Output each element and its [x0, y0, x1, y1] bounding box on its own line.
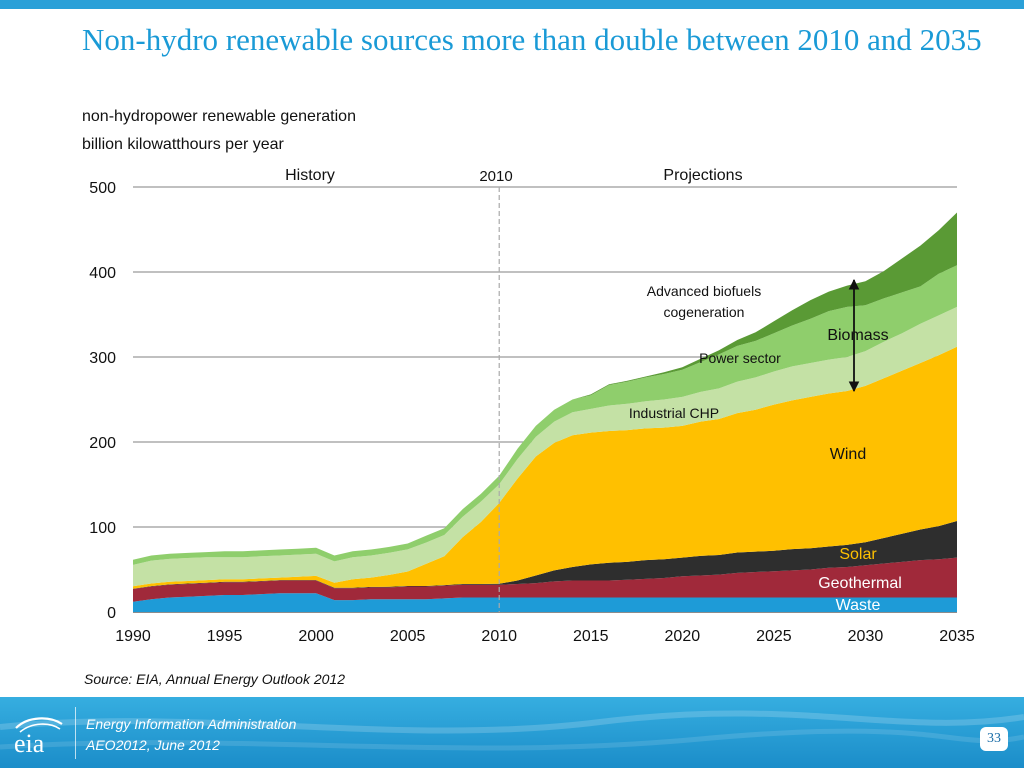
area-industrial-chp [133, 306, 957, 587]
top-accent-bar [0, 0, 1024, 9]
x-tick-label: 2025 [756, 628, 792, 645]
footer-bar [0, 697, 1024, 768]
x-tick-label: 2020 [665, 628, 701, 645]
label-geothermal: Geothermal [818, 575, 902, 592]
area-wind [133, 346, 957, 589]
label-biomass: Biomass [827, 327, 888, 344]
label-waste: Waste [836, 597, 881, 614]
stacked-area-chart: 0 100 200 300 400 500 1990 1995 2000 2005 2010 201… [89, 167, 975, 645]
history-label: History [285, 167, 335, 184]
x-tick-label: 2030 [848, 628, 884, 645]
x-tick-label: 1995 [207, 628, 243, 645]
area-geothermal [133, 557, 957, 602]
y-tick-label: 200 [89, 435, 116, 452]
footer-org: Energy Information Administration [86, 716, 297, 732]
area-waste [133, 593, 957, 612]
chart-subtitle: non-hydropower renewable generation [82, 108, 356, 125]
x-tick-label: 2015 [573, 628, 609, 645]
x-tick-label: 2035 [939, 628, 975, 645]
area-series [133, 212, 957, 612]
label-advanced-biofuels-line2: cogeneration [664, 304, 745, 320]
y-tick-label: 100 [89, 520, 116, 537]
y-tick-label: 300 [89, 350, 116, 367]
area-solar [133, 521, 957, 589]
source-note: Source: EIA, Annual Energy Outlook 2012 [84, 671, 345, 687]
y-tick-label: 0 [107, 605, 116, 622]
slide-title: Non-hydro renewable sources more than do… [82, 22, 982, 57]
footer-wave-pattern [0, 710, 1024, 751]
label-solar: Solar [839, 546, 877, 563]
divider-year-label: 2010 [479, 168, 512, 185]
eia-logo: eia [14, 717, 63, 758]
y-tick-label: 400 [89, 265, 116, 282]
footer-report: AEO2012, June 2012 [86, 737, 220, 753]
x-axis-tick-labels: 1990 1995 2000 2005 2010 2015 2020 2025 2030 2035 [115, 628, 975, 645]
svg-text:eia: eia [14, 729, 45, 758]
y-axis-tick-labels: 0 100 200 300 400 500 [89, 180, 116, 622]
y-tick-label: 500 [89, 180, 116, 197]
x-tick-label: 1990 [115, 628, 151, 645]
x-tick-label: 2005 [390, 628, 426, 645]
x-tick-label: 2000 [298, 628, 334, 645]
label-wind: Wind [830, 446, 866, 463]
page-number: 33 [980, 727, 1008, 751]
label-industrial-chp: Industrial CHP [629, 405, 719, 421]
label-power-sector: Power sector [699, 350, 781, 366]
label-advanced-biofuels-line1: Advanced biofuels [647, 283, 761, 299]
chart-units: billion kilowatthours per year [82, 136, 284, 153]
x-tick-label: 2010 [481, 628, 517, 645]
footer-divider [75, 707, 76, 759]
projections-label: Projections [663, 167, 742, 184]
